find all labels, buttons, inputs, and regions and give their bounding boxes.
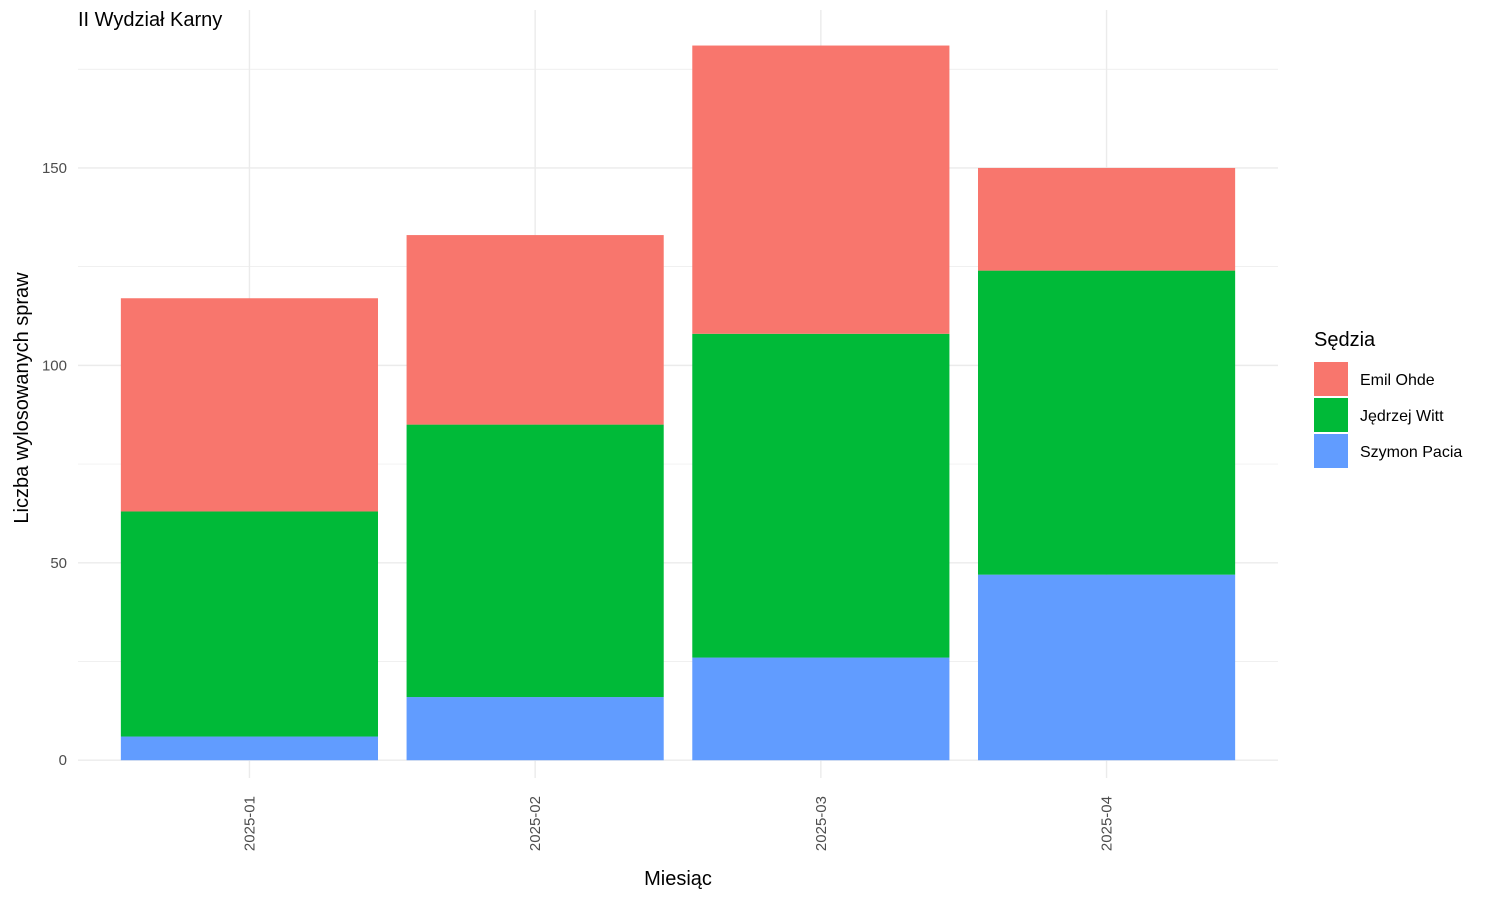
bar-segment: [406, 697, 664, 761]
legend: Sędzia Emil Ohde Jędrzej Witt Szymon Pacia: [1314, 329, 1462, 468]
legend-key: [1314, 434, 1348, 468]
x-tick-label: 2025-02: [527, 796, 544, 851]
bar-segment: [120, 298, 378, 512]
legend-title: Sędzia: [1314, 329, 1376, 351]
x-tick-label: 2025-01: [241, 796, 258, 851]
y-axis-title: Liczba wylosowanych spraw: [11, 272, 33, 524]
bar-segment: [692, 45, 950, 334]
bar-segment: [120, 511, 378, 737]
bar-segment: [406, 424, 664, 698]
y-tick-label: 50: [50, 555, 67, 572]
bar-segment: [978, 574, 1236, 761]
x-tick-labels: 2025-01 2025-02 2025-03 2025-04: [241, 796, 1115, 851]
y-tick-label: 150: [42, 160, 67, 177]
chart-title: II Wydział Karny: [78, 9, 222, 31]
y-tick-label: 100: [42, 357, 67, 374]
x-tick-label: 2025-03: [813, 796, 830, 851]
bar-segment: [406, 235, 664, 425]
bars: [120, 45, 1236, 761]
bar-segment: [692, 333, 950, 658]
legend-label: Emil Ohde: [1360, 372, 1435, 389]
bar-segment: [978, 270, 1236, 575]
legend-label: Jędrzej Witt: [1360, 408, 1444, 425]
legend-key: [1314, 398, 1348, 432]
bar-segment: [120, 736, 378, 761]
x-tick-label: 2025-04: [1099, 796, 1116, 851]
legend-label: Szymon Pacia: [1360, 444, 1462, 461]
y-tick-labels: 0 50 100 150: [42, 160, 67, 769]
bar-segment: [978, 167, 1236, 271]
x-axis-title: Miesiąc: [644, 868, 712, 890]
y-tick-label: 0: [59, 752, 67, 769]
legend-key: [1314, 362, 1348, 396]
bar-segment: [692, 657, 950, 761]
